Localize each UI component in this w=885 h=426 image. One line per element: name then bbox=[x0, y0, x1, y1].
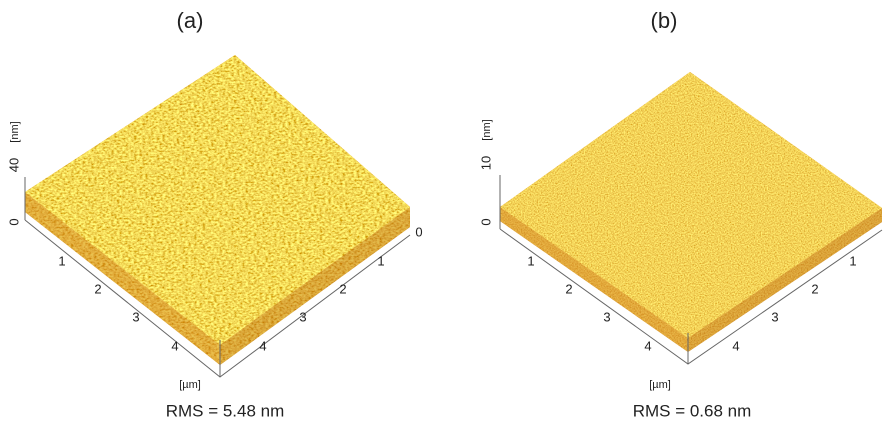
x-tick-label: 2 bbox=[565, 281, 572, 296]
y-tick-label: 1 bbox=[849, 253, 856, 268]
afm-panel: 0 10 [nm] 1 2 3 4 1 2 3 4 [µm] (b) RMS = 0.68 nm bbox=[478, 8, 883, 420]
x-tick-label: 1 bbox=[527, 253, 534, 268]
x-tick-label: 3 bbox=[603, 309, 610, 324]
panel-label: (a) bbox=[177, 8, 204, 33]
surface-side-texture bbox=[220, 207, 410, 365]
y-tick-label: 3 bbox=[299, 309, 306, 324]
surface-side-texture bbox=[25, 192, 220, 365]
z-tick-label: 0 bbox=[6, 218, 21, 225]
panel-label: (b) bbox=[651, 8, 678, 33]
x-tick-label: 1 bbox=[58, 253, 65, 268]
surface-texture bbox=[25, 55, 410, 345]
z-unit: [nm] bbox=[481, 119, 493, 140]
y-tick-label: 2 bbox=[811, 281, 818, 296]
surface-side-texture bbox=[688, 208, 882, 352]
xy-unit: [µm] bbox=[649, 379, 671, 391]
x-tick-label: 4 bbox=[644, 338, 651, 353]
y-tick-label: 4 bbox=[259, 338, 266, 353]
rms-caption: RMS = 0.68 nm bbox=[633, 401, 752, 420]
z-unit: [nm] bbox=[9, 121, 21, 142]
xy-unit: [µm] bbox=[179, 379, 201, 391]
z-tick-label: 10 bbox=[478, 156, 493, 170]
surface-texture bbox=[500, 72, 882, 338]
z-tick-label: 0 bbox=[478, 218, 493, 225]
y-tick-label: 2 bbox=[339, 281, 346, 296]
y-tick-label: 3 bbox=[771, 309, 778, 324]
y-tick-label: 4 bbox=[732, 338, 739, 353]
rms-caption: RMS = 5.48 nm bbox=[166, 401, 285, 420]
z-tick-label: 40 bbox=[6, 158, 21, 172]
surface-side-texture bbox=[500, 207, 688, 352]
x-tick-label: 3 bbox=[132, 309, 139, 324]
x-tick-label: 4 bbox=[171, 338, 178, 353]
y-tick-label: 1 bbox=[377, 253, 384, 268]
y-tick-label: 0 bbox=[415, 224, 422, 239]
x-tick-label: 2 bbox=[94, 281, 101, 296]
